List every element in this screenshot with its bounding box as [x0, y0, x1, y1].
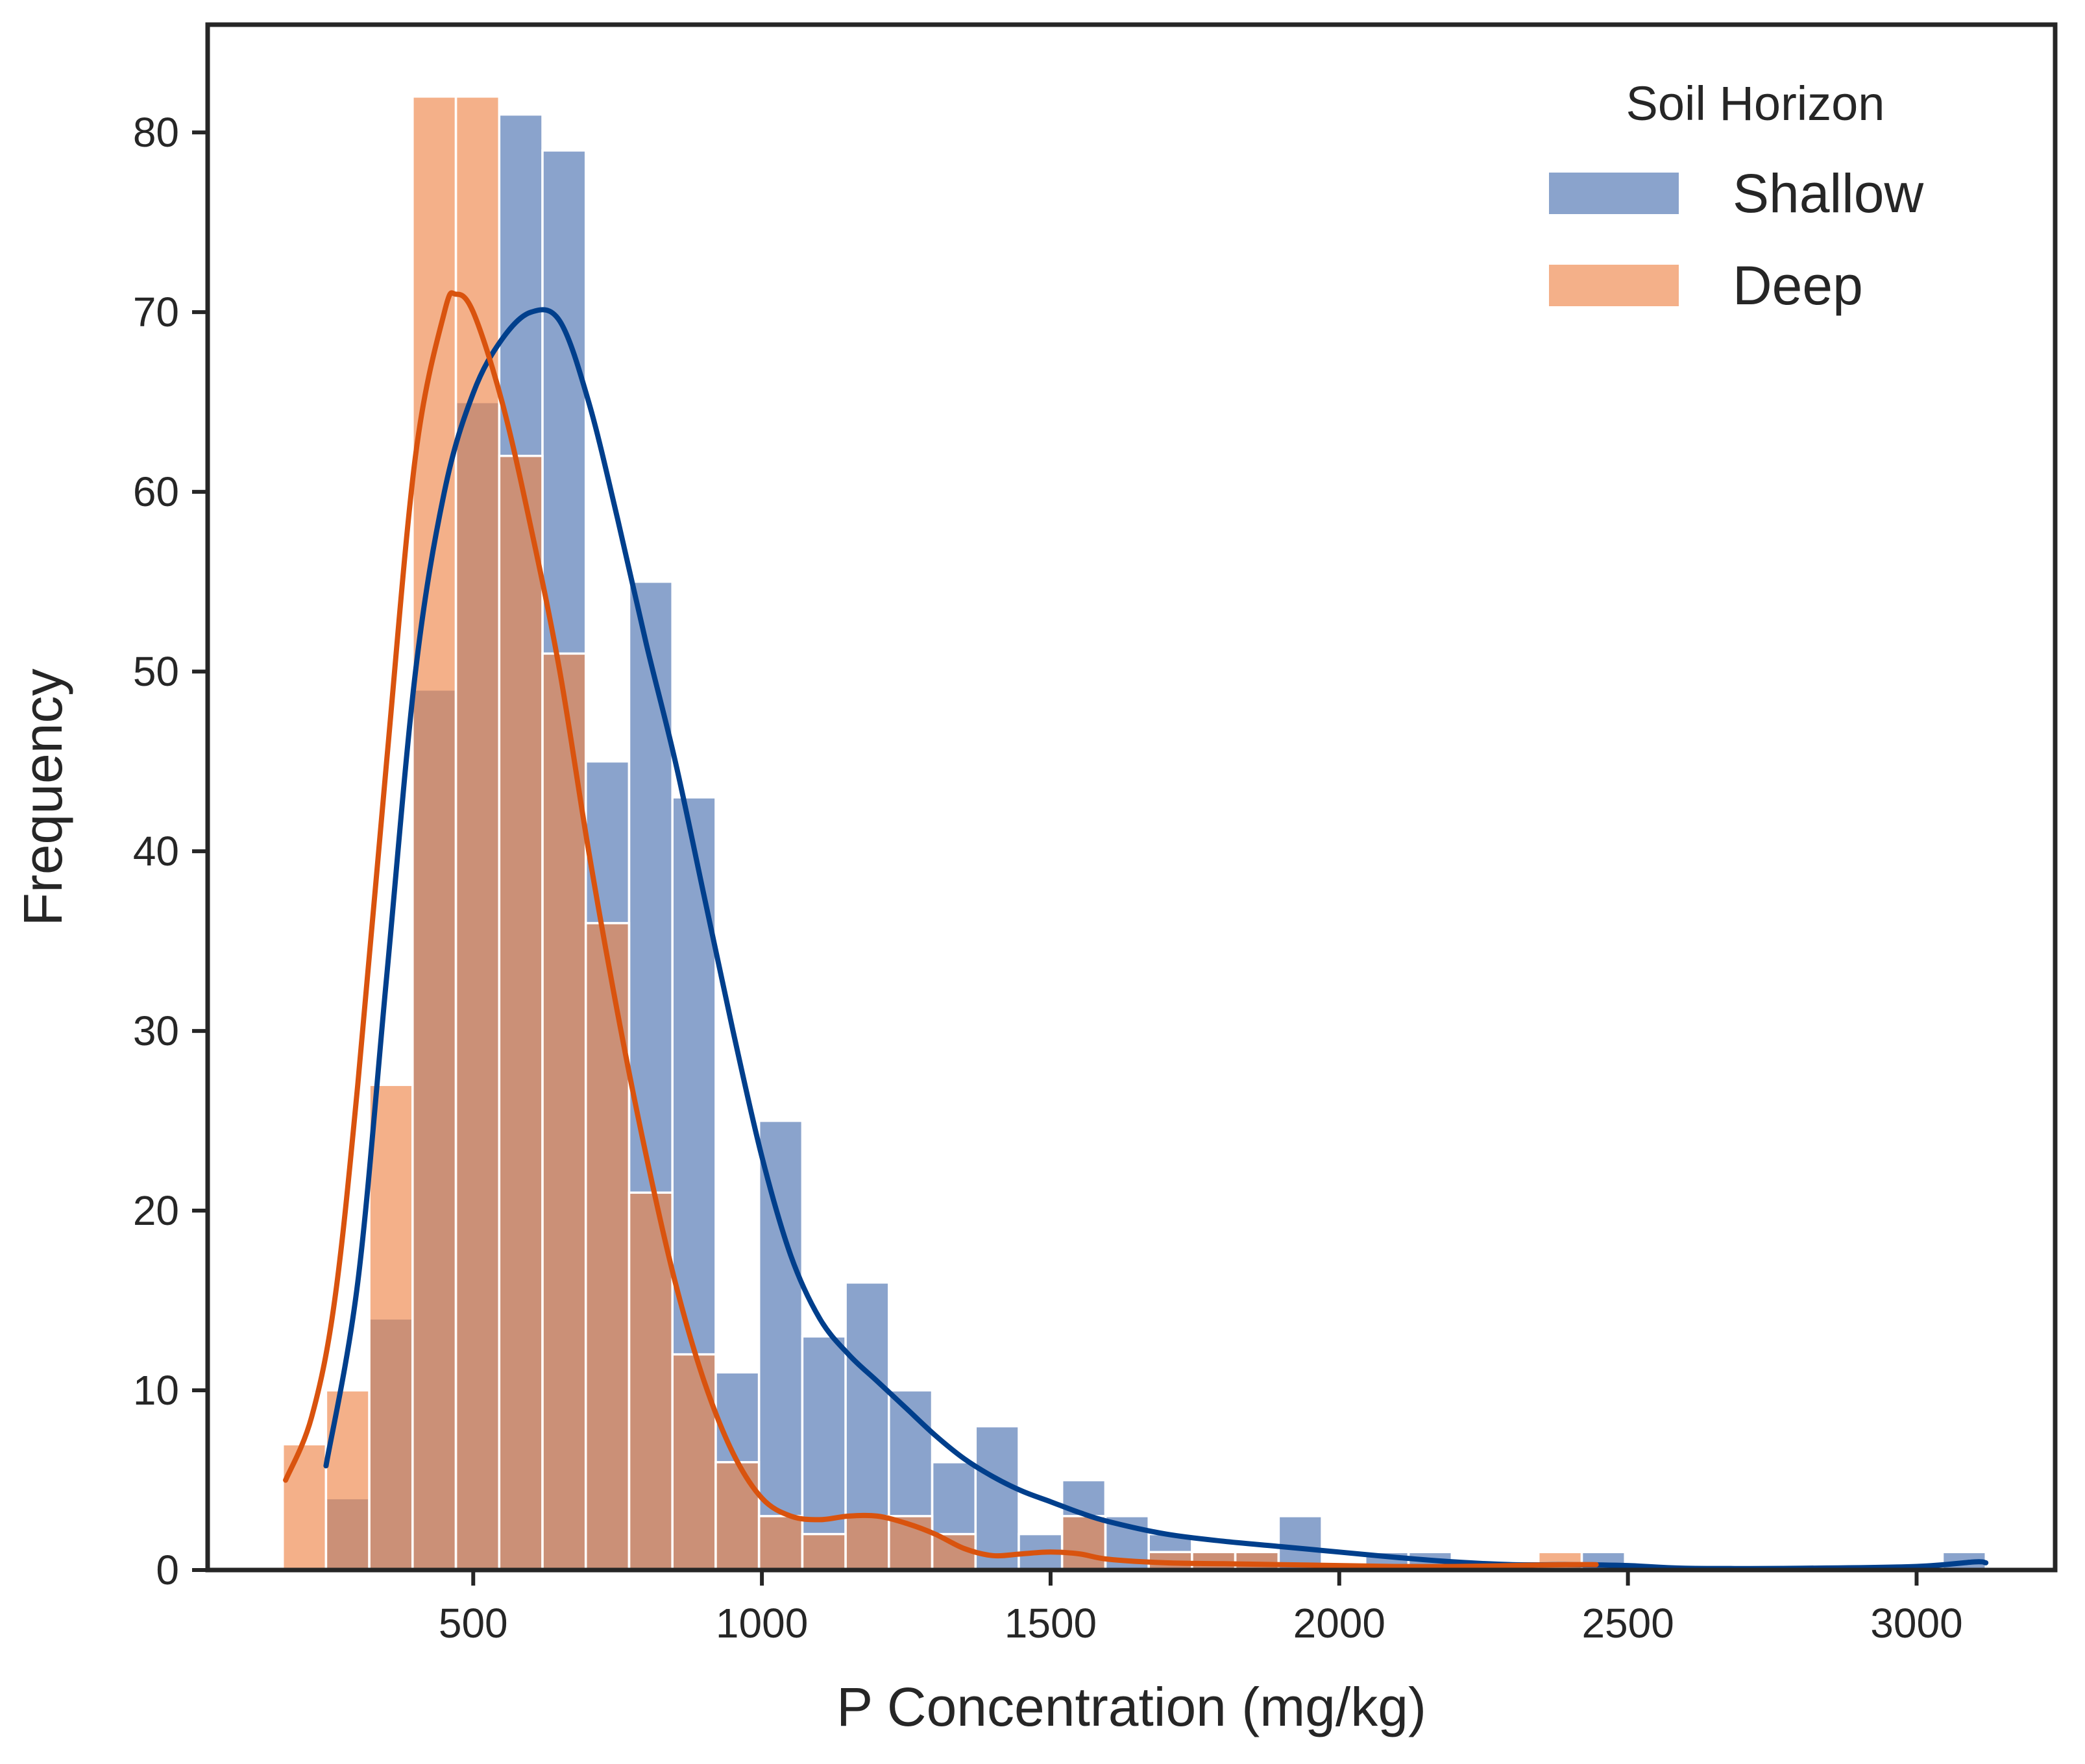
deep-kde-line [283, 290, 1599, 1569]
y-tick-label: 30 [133, 1008, 179, 1054]
deep-bar [498, 454, 544, 1571]
legend: Soil Horizon Shallow Deep [1549, 77, 1924, 316]
legend-label-deep: Deep [1733, 255, 1863, 316]
y-tick-label: 80 [133, 109, 179, 156]
y-tick-label: 70 [133, 289, 179, 335]
deep-bar [671, 1353, 717, 1571]
shallow-bar [974, 1425, 1020, 1571]
deep-bar [1234, 1551, 1280, 1571]
x-tick-label: 2000 [1293, 1600, 1385, 1647]
legend-swatch-deep [1549, 265, 1679, 306]
y-tick-label: 20 [133, 1187, 179, 1234]
deep-bar [757, 1515, 804, 1571]
y-axis-ticks: 0 10 20 30 40 50 60 70 80 [133, 109, 208, 1593]
x-axis-title: P Concentration (mg/kg) [836, 1676, 1426, 1737]
legend-swatch-shallow [1549, 173, 1679, 214]
legend-title: Soil Horizon [1626, 77, 1885, 130]
y-tick-label: 60 [133, 468, 179, 515]
x-axis-ticks: 500 1000 1500 2000 2500 3000 [439, 1570, 1963, 1647]
deep-bar [584, 922, 631, 1571]
deep-bar [714, 1461, 761, 1571]
legend-label-shallow: Shallow [1733, 163, 1924, 224]
y-tick-label: 50 [133, 648, 179, 695]
y-axis-title: Frequency [12, 669, 73, 926]
deep-bar [368, 1083, 414, 1571]
deep-bar [411, 95, 457, 1571]
deep-bar [324, 1389, 371, 1571]
deep-bar [844, 1515, 890, 1571]
y-tick-label: 40 [133, 828, 179, 875]
x-tick-label: 2500 [1581, 1600, 1674, 1647]
y-tick-label: 0 [156, 1547, 179, 1593]
plot-frame [205, 22, 2058, 1573]
shallow-bar [801, 1335, 847, 1571]
deep-bars [281, 95, 1583, 1571]
y-tick-label: 10 [133, 1367, 179, 1414]
x-tick-label: 1000 [716, 1600, 808, 1647]
deep-bar [1060, 1515, 1107, 1571]
shallow-bar [1277, 1515, 1323, 1571]
deep-bar [801, 1532, 847, 1571]
x-tick-label: 3000 [1870, 1600, 1962, 1647]
kde-curves [283, 290, 1989, 1571]
x-tick-label: 1500 [1005, 1600, 1097, 1647]
deep-bar [281, 1443, 328, 1571]
x-tick-label: 500 [439, 1600, 508, 1647]
